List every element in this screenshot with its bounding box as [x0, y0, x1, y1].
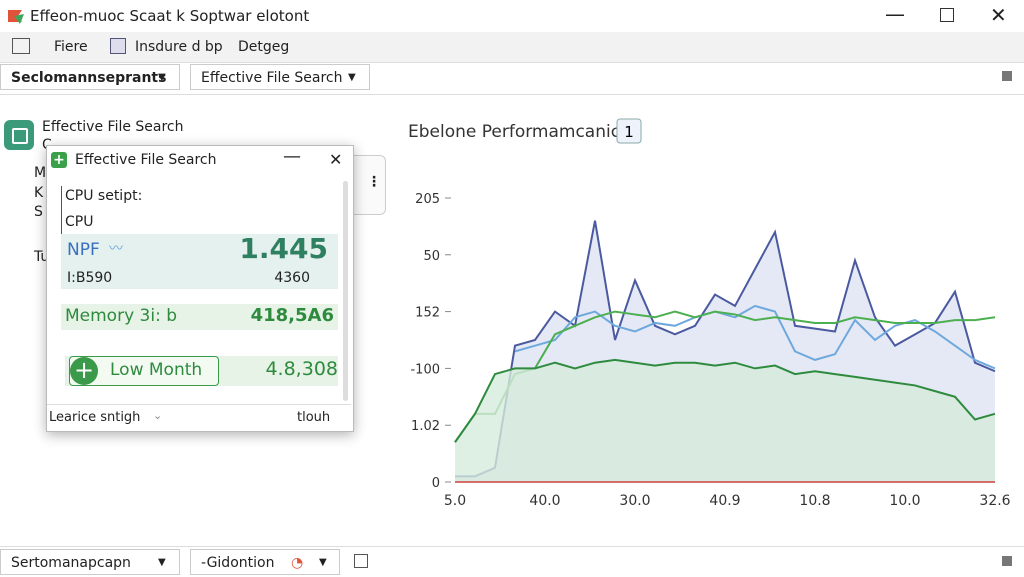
- metric-name: NPF: [67, 240, 100, 260]
- label: CPU: [65, 214, 94, 230]
- section: CPU setipt:: [65, 188, 143, 204]
- panel-fragment: M: [34, 165, 47, 181]
- popup-footer: Learice sntigh ⌄ tlouh: [47, 404, 351, 431]
- panel-fragment: Tu: [34, 249, 50, 265]
- dropdown-label: Sertomanapcapn: [11, 555, 131, 571]
- low-name: Low Month: [110, 360, 203, 380]
- menu-item[interactable]: Fiere: [54, 39, 88, 55]
- chart-title: Ebelone Performamcanic: [408, 122, 620, 142]
- menu-item[interactable]: Insdure d bp: [135, 39, 223, 55]
- y-tick-label: 152: [415, 306, 440, 321]
- line: [514, 304, 996, 370]
- footer-left[interactable]: Learice sntigh: [49, 410, 141, 425]
- chart: Ebelone Performamcanic 1 205 50 152 -100 1.0…: [408, 118, 1011, 509]
- x-tick-label: 40.9: [709, 493, 740, 509]
- x-tick-label: 10.8: [799, 493, 830, 509]
- dropdown[interactable]: Sertomanapcapn ▼: [0, 549, 180, 575]
- low-button[interactable]: + Low Month: [69, 356, 219, 386]
- x-tick-label: 30.0: [619, 493, 650, 509]
- y-tick-label: 205: [415, 192, 440, 207]
- x-tick-label: 32.6: [979, 493, 1010, 509]
- line: [454, 310, 996, 443]
- area: [455, 359, 995, 482]
- metric-sub-value: 4360: [274, 270, 310, 286]
- dropdown[interactable]: Seclomannseprants ▼: [0, 64, 180, 90]
- window-title: Effeon-muoc Scaat k Soptwar elotont: [30, 7, 310, 25]
- low-value: 4.8,308: [265, 358, 338, 380]
- status-icon[interactable]: [1002, 556, 1012, 566]
- popup-minimize[interactable]: —: [283, 146, 301, 167]
- menu-item[interactable]: Detgeg: [238, 39, 290, 55]
- x-tick-label: 10.0: [889, 493, 920, 509]
- low-row: + Low Month 4.8,308: [65, 356, 338, 386]
- panel-fragment: S: [34, 204, 43, 220]
- y-tick-label: 50: [423, 249, 440, 264]
- metric-sub-name: I:B590: [67, 270, 113, 286]
- menu-icon: [110, 38, 126, 54]
- line: [454, 358, 996, 443]
- toolbar: Seclomannseprants ▼ Effective File Search…: [0, 62, 1024, 95]
- y-tick-label: 1.02: [411, 419, 440, 434]
- panel-icon: [4, 120, 34, 150]
- title-bar: Effeon-muoc Scaat k Soptwar elotont — ✕: [0, 0, 1024, 32]
- minimize[interactable]: —: [885, 2, 905, 26]
- panel-fragment: K: [34, 185, 44, 201]
- status-icon[interactable]: [354, 554, 368, 568]
- metric-value: 1.445: [239, 232, 328, 265]
- scrollbar: [343, 181, 348, 401]
- menu-icon: [12, 38, 30, 54]
- panel-title: Effective File Search: [42, 119, 184, 135]
- memory-row: Memory 3i: b 418,5A6: [61, 304, 338, 330]
- bracket: [61, 186, 66, 276]
- popup-close[interactable]: ✕: [329, 150, 343, 169]
- y-tick-label: 0: [432, 476, 440, 491]
- status-bar: Sertomanapcapn ▼ -Gidontion ◔ ▼: [0, 546, 1024, 577]
- close[interactable]: ✕: [990, 3, 1007, 27]
- maximize[interactable]: [940, 8, 954, 22]
- popup: + Effective File Search — ✕ CPU setipt: …: [46, 145, 354, 432]
- memory-value: 418,5A6: [250, 305, 334, 326]
- dropdown[interactable]: -Gidontion ◔ ▼: [190, 549, 340, 575]
- dropdown[interactable]: Effective File Search ▼: [190, 64, 370, 90]
- x-tick-label: 40.0: [529, 493, 560, 509]
- dropdown-label: Effective File Search: [201, 70, 343, 86]
- menu-bar: Fiere Insdure d bp Detgeg: [0, 32, 1024, 63]
- x-tick-label: 5.0: [444, 493, 466, 509]
- toolbar-icon[interactable]: [1002, 71, 1012, 81]
- metric-row: NPF 〰 1.445 I:B590 4360: [61, 232, 338, 289]
- dropdown-label: Seclomannseprants: [11, 70, 167, 86]
- memory-name: Memory 3i: b: [65, 306, 178, 326]
- badge: [616, 118, 642, 144]
- footer-right: tlouh: [297, 410, 331, 425]
- popup-title: Effective File Search: [75, 152, 217, 168]
- line: [455, 220, 996, 478]
- badge-text: 1: [624, 123, 634, 141]
- dropdown-label: -Gidontion: [201, 555, 275, 571]
- y-tick-label: -100: [410, 362, 440, 377]
- app-icon: [8, 10, 24, 24]
